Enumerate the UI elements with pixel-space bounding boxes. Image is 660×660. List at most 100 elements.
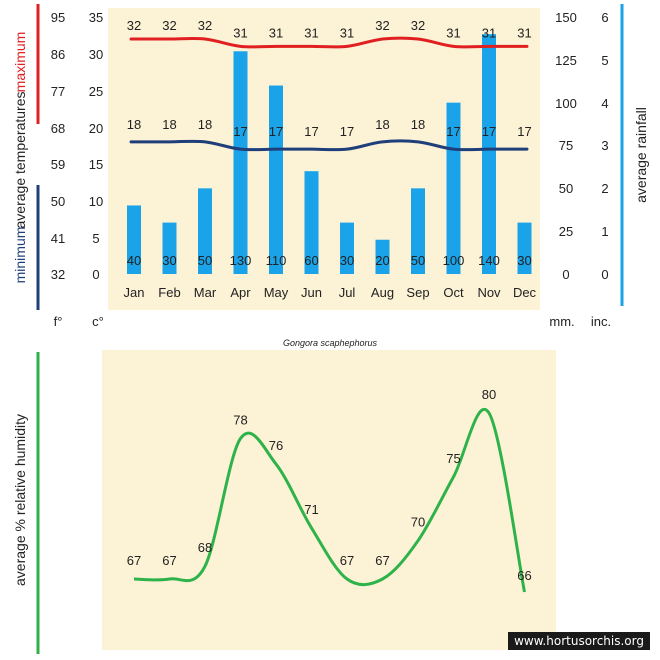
minimum-value-label: 18 — [198, 117, 212, 132]
month-label: Apr — [230, 285, 251, 300]
humidity-value-label: 78 — [233, 413, 247, 428]
maximum-value-label: 31 — [446, 25, 460, 40]
average-rainfall-axis-title: average rainfall — [633, 107, 649, 203]
minimum-value-label: 17 — [304, 124, 318, 139]
rainfall-bar — [269, 85, 283, 275]
humidity-value-label: 68 — [198, 540, 212, 555]
rainfall-value-label: 50 — [411, 253, 425, 268]
humidity-line — [133, 408, 526, 593]
rainfall-value-label: 30 — [340, 253, 354, 268]
month-label: Feb — [158, 285, 180, 300]
fahrenheit-tick: 68 — [51, 121, 65, 136]
maximum-value-label: 31 — [233, 25, 247, 40]
fahrenheit-tick: 59 — [51, 157, 65, 172]
month-label: Jan — [124, 285, 145, 300]
axis-ticks: 9586776859504132353025201510501501251007… — [51, 10, 609, 282]
minimum-value-label: 18 — [411, 117, 425, 132]
minimum-value-label: 18 — [375, 117, 389, 132]
rainfall-bar — [127, 205, 141, 274]
rainfall-axis-line: average rainfall — [620, 4, 649, 306]
rainfall-value-label: 60 — [304, 253, 318, 268]
temperature-lines — [129, 36, 529, 152]
fahrenheit-tick: 77 — [51, 84, 65, 99]
humidity-value-label: 80 — [482, 387, 496, 402]
minimum-temperature-line — [129, 139, 529, 152]
rainfall-value-label: 40 — [127, 253, 141, 268]
maximum-value-label: 31 — [517, 25, 531, 40]
minimum-axis-title: minimum — [12, 227, 28, 284]
mm-tick: 100 — [555, 96, 577, 111]
celsius-unit-label: c° — [92, 314, 104, 329]
rainfall-value-label: 100 — [443, 253, 465, 268]
inch-tick: 3 — [601, 138, 608, 153]
humidity-value-label: 71 — [304, 502, 318, 517]
maximum-axis-title: maximum — [12, 32, 28, 93]
maximum-value-label: 31 — [482, 25, 496, 40]
fahrenheit-unit-label: f° — [54, 314, 63, 329]
celsius-tick: 30 — [89, 47, 103, 62]
temperature-rainfall-panel-background — [108, 8, 540, 310]
rainfall-value-label: 130 — [230, 253, 252, 268]
humidity-value-label: 67 — [127, 553, 141, 568]
inch-unit-label: inc. — [591, 314, 611, 329]
month-label: Sep — [406, 285, 429, 300]
data-labels: 32 32 32 31 31 31 31 32 32 31 31 31 18 18 18 17 17 17 17 18… — [127, 18, 532, 268]
mm-tick: 75 — [559, 138, 573, 153]
rainfall-bar — [162, 222, 177, 274]
month-label: Oct — [443, 285, 464, 300]
fahrenheit-tick: 32 — [51, 267, 65, 282]
humidity-value-label: 67 — [162, 553, 176, 568]
month-label: Jun — [301, 285, 322, 300]
humidity-data-labels: 67 67 68 78 76 71 67 67 70 75 80 66 — [127, 387, 532, 583]
inch-tick: 1 — [601, 224, 608, 239]
mm-tick: 0 — [562, 267, 569, 282]
minimum-value-label: 18 — [162, 117, 176, 132]
month-label: Jul — [339, 285, 356, 300]
rainfall-bar — [304, 171, 319, 274]
month-label: May — [264, 285, 289, 300]
celsius-tick: 35 — [89, 10, 103, 25]
humidity-axis: average % relative humidity — [12, 352, 40, 654]
rainfall-value-label: 140 — [478, 253, 500, 268]
maximum-value-label: 32 — [162, 18, 176, 33]
rainfall-bars — [127, 34, 532, 275]
minimum-value-label: 17 — [269, 124, 283, 139]
rainfall-bar — [517, 222, 532, 274]
minimum-value-label: 18 — [127, 117, 141, 132]
rainfall-bar — [446, 102, 461, 275]
maximum-value-label: 32 — [127, 18, 141, 33]
rainfall-value-label: 30 — [517, 253, 531, 268]
fahrenheit-tick: 86 — [51, 47, 65, 62]
minimum-value-label: 17 — [446, 124, 460, 139]
inch-tick: 4 — [601, 96, 608, 111]
humidity-value-label: 66 — [517, 568, 531, 583]
rainfall-bar — [198, 188, 212, 274]
celsius-tick: 10 — [89, 194, 103, 209]
humidity-value-label: 67 — [375, 553, 389, 568]
month-label: Dec — [513, 285, 537, 300]
humidity-value-label: 67 — [340, 553, 354, 568]
celsius-tick: 0 — [92, 267, 99, 282]
minimum-value-label: 17 — [517, 124, 531, 139]
maximum-value-label: 31 — [304, 25, 318, 40]
fahrenheit-tick: 50 — [51, 194, 65, 209]
humidity-value-label: 75 — [446, 451, 460, 466]
mm-tick: 25 — [559, 224, 573, 239]
minimum-value-label: 17 — [340, 124, 354, 139]
rainfall-bar — [482, 34, 496, 275]
celsius-tick: 25 — [89, 84, 103, 99]
mm-tick: 125 — [555, 53, 577, 68]
inch-tick: 0 — [601, 267, 608, 282]
species-caption: Gongora scaphephorus — [283, 338, 378, 348]
mm-tick: 150 — [555, 10, 577, 25]
maximum-temperature-line — [129, 36, 529, 49]
minimum-value-label: 17 — [482, 124, 496, 139]
rainfall-bar — [233, 51, 248, 275]
maximum-value-label: 31 — [340, 25, 354, 40]
watermark-text: www.hortusorchis.org — [508, 632, 650, 650]
celsius-tick: 15 — [89, 157, 103, 172]
humidity-value-label: 76 — [269, 438, 283, 453]
rainfall-value-label: 110 — [266, 253, 287, 268]
humidity-line-path — [133, 408, 526, 593]
